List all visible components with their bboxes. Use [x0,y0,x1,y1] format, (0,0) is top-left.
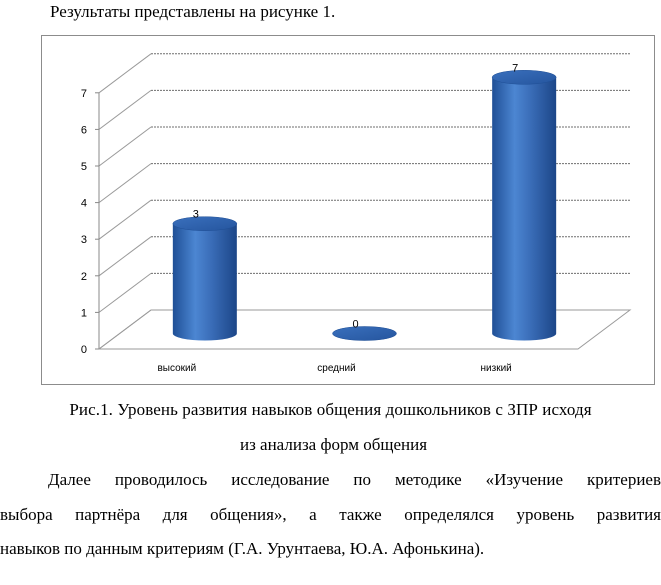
bar-top [172,216,238,231]
bar [172,216,238,341]
y-tick-label: 0 [81,344,87,356]
bar [332,326,397,341]
data-label: 7 [512,62,518,74]
y-tick-label: 1 [81,307,87,319]
bar-top [491,70,557,85]
side-wall-gridline [98,272,152,313]
y-tick-label: 4 [81,198,87,210]
bar-chart: 0 1 2 3 4 5 6 7 3 высокий 0 средний 7 низкий [41,35,655,385]
bar-body [492,77,557,341]
figure-caption-line-1: Рис.1. Уровень развития навыков общения … [69,400,592,419]
side-wall-gridline [98,90,152,130]
side-wall-gridline [98,53,152,94]
paragraph-line-1: Далее проводилось исследование по методи… [48,470,661,489]
figure-caption-line-2: из анализа форм общения [239,435,428,454]
chart-canvas: 0 1 2 3 4 5 6 7 3 высокий 0 средний 7 низкий [81,53,632,374]
y-tick-label: 7 [81,88,87,100]
bar-top [332,326,397,341]
data-label: 3 [193,209,199,221]
x-tick-label: низкий [481,363,512,374]
x-tick-label: высокий [157,363,196,374]
y-tick-label: 2 [81,271,87,283]
paragraph-line-2: выбора партнёра для общения», а также оп… [0,505,661,524]
side-wall-gridline [98,126,152,167]
floor-outline [98,309,632,350]
side-wall-gridline [98,236,152,277]
x-tick-label: средний [317,363,355,374]
side-wall-gridline [98,163,152,204]
y-tick-label: 6 [81,124,87,136]
bar [491,70,557,341]
y-tick-label: 5 [81,161,87,173]
side-wall-gridline [98,199,152,240]
data-label: 0 [352,319,358,331]
intro-text: Результаты представлены на рисунке 1. [50,2,336,21]
paragraph-line-3: навыков по данным критериям (Г.А. Урунта… [0,539,485,558]
y-tick-label: 3 [81,234,87,246]
bar-body [172,223,237,341]
